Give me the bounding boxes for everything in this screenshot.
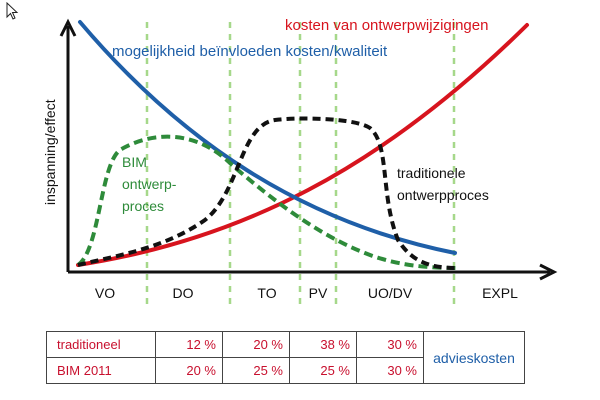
curve-influence-cost-quality bbox=[78, 20, 457, 255]
cell-traditional-4: 30 % bbox=[356, 331, 424, 358]
y-axis-arrow bbox=[59, 18, 77, 37]
curve-traditional-design-process bbox=[77, 116, 459, 270]
label-costs-design-changes: kosten van ontwerpwijzigingen bbox=[285, 17, 488, 34]
label-bim-line-1: BIM bbox=[122, 154, 147, 170]
phase-labels: VO DO TO PV UO/DV EXPL bbox=[95, 285, 518, 301]
label-influence-cost-quality: mogelijkheid beïnvloeden kosten/kwalitei… bbox=[112, 43, 388, 60]
x-axis-arrow bbox=[539, 263, 558, 281]
label-bim-line-3: proces bbox=[122, 198, 164, 214]
cell-bim-1: 20 % bbox=[155, 357, 223, 384]
phase-label-expl: EXPL bbox=[482, 285, 518, 301]
row-label-bim: BIM 2011 bbox=[46, 357, 156, 384]
cell-bim-4: 30 % bbox=[356, 357, 424, 384]
cell-traditional-2: 20 % bbox=[222, 331, 290, 358]
cell-traditional-3: 38 % bbox=[289, 331, 357, 358]
cell-bim-2: 25 % bbox=[222, 357, 290, 384]
label-traditional-line-2: ontwerpproces bbox=[397, 187, 489, 203]
label-bim-line-2: ontwerp- bbox=[122, 176, 177, 192]
phase-label-to: TO bbox=[257, 285, 276, 301]
label-traditional-line-1: traditionele bbox=[397, 165, 466, 181]
axes bbox=[59, 18, 558, 281]
table-row-bim: BIM 2011 20 % 25 % 25 % 30 % bbox=[46, 357, 525, 384]
cell-bim-3: 25 % bbox=[289, 357, 357, 384]
label-traditional-design-process: traditionele ontwerpproces bbox=[397, 165, 489, 203]
mouse-cursor-icon bbox=[6, 2, 19, 20]
advisory-costs-table: traditioneel 12 % 20 % 38 % 30 % adviesk… bbox=[46, 331, 525, 384]
table-row-traditional: traditioneel 12 % 20 % 38 % 30 % adviesk… bbox=[46, 331, 525, 384]
curve-bim-design-process bbox=[76, 134, 459, 270]
curve-costs-design-changes bbox=[76, 23, 529, 267]
row-label-traditional: traditioneel bbox=[46, 331, 156, 358]
advisory-costs-label: advieskosten bbox=[423, 331, 525, 384]
phase-separators bbox=[145, 22, 456, 304]
phase-label-uo-dv: UO/DV bbox=[368, 285, 413, 301]
label-bim-design-process: BIM ontwerp- proces bbox=[122, 154, 177, 214]
y-axis-label: inspanning/effect bbox=[42, 99, 58, 205]
phase-label-do: DO bbox=[173, 285, 194, 301]
phase-label-pv: PV bbox=[309, 285, 328, 301]
cell-traditional-1: 12 % bbox=[155, 331, 223, 358]
phase-label-vo: VO bbox=[95, 285, 115, 301]
